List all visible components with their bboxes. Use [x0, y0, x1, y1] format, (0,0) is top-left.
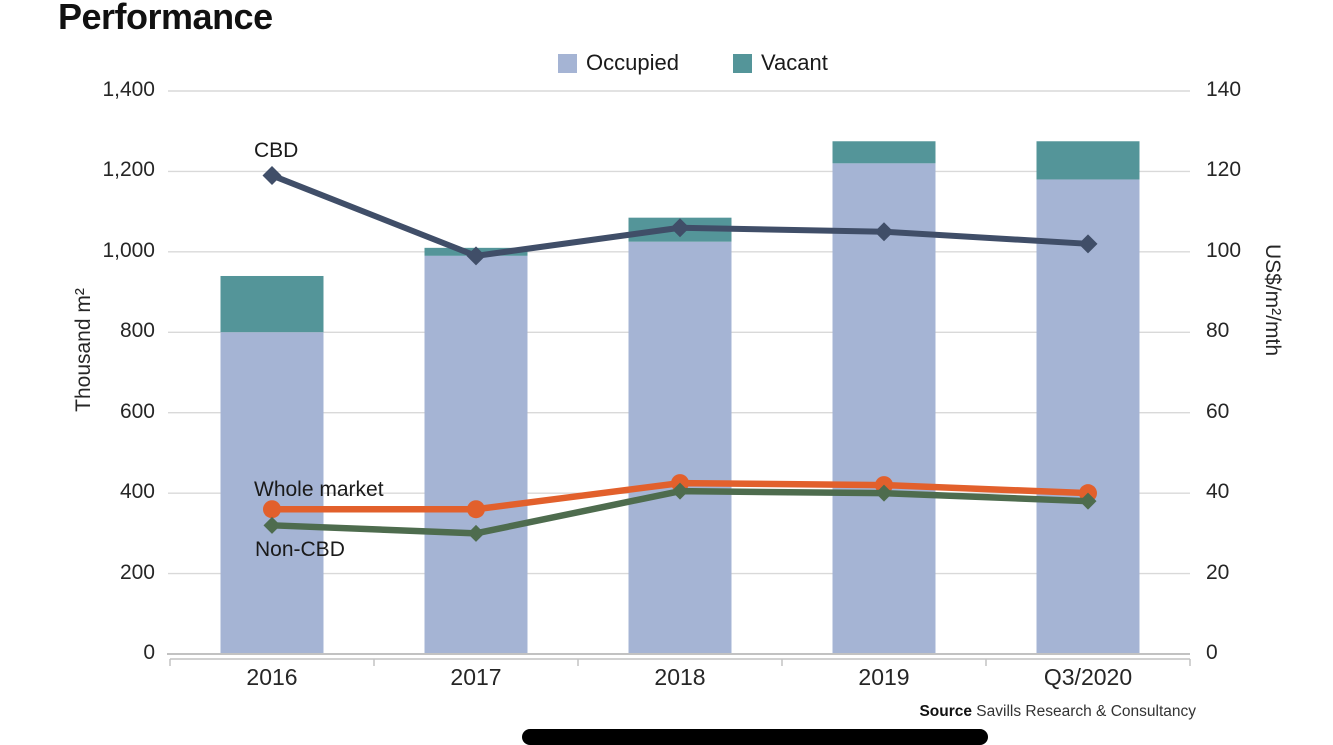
bar-vacant-2019 [832, 141, 936, 164]
marker-whole-market-2016 [263, 500, 281, 519]
marker-cbd-2017 [466, 246, 486, 266]
left-tick-1,000: 1,000 [102, 238, 155, 262]
left-axis-title: Thousand m² [72, 288, 95, 412]
left-tick-200: 200 [119, 560, 155, 584]
source-line: Source Savills Research & Consultancy [919, 703, 1196, 721]
x-label-2016: 2016 [246, 664, 298, 690]
x-label-2018: 2018 [654, 664, 706, 690]
legend-swatch-vacant-icon [732, 53, 752, 73]
left-tick-1,200: 1,200 [102, 158, 155, 182]
right-tick-60: 60 [1206, 399, 1230, 423]
legend-swatch-occupied-icon [558, 53, 577, 73]
legend-item-vacant: Vacant [732, 50, 828, 76]
bar-occupied-2019 [832, 163, 936, 654]
left-tick-800: 800 [119, 319, 155, 343]
bar-occupied-2017 [424, 255, 528, 654]
bar-occupied-q3-2020 [1036, 179, 1140, 654]
left-tick-400: 400 [119, 480, 155, 504]
right-tick-0: 0 [1206, 641, 1218, 664]
marker-cbd-2016 [262, 165, 282, 185]
annotation-whole-market: Whole market [254, 478, 384, 501]
legend-item-occupied: Occupied [558, 50, 679, 76]
bar-vacant-q3-2020 [1036, 141, 1140, 180]
x-label-q3-2020: Q3/2020 [1043, 664, 1133, 690]
right-tick-40: 40 [1206, 480, 1230, 504]
source-text: Savills Research & Consultancy [972, 703, 1196, 720]
left-tick-600: 600 [119, 399, 155, 423]
right-tick-120: 120 [1206, 158, 1242, 182]
right-tick-80: 80 [1206, 319, 1230, 343]
marker-whole-market-2017 [467, 500, 485, 519]
left-tick-0: 0 [143, 641, 155, 664]
bar-vacant-2016 [220, 275, 324, 333]
legend-label-vacant: Vacant [760, 50, 828, 75]
x-label-2019: 2019 [858, 664, 910, 690]
marker-cbd-2018 [670, 218, 690, 238]
source-label: Source [919, 703, 972, 720]
marker-non-cbd-2016 [263, 516, 281, 534]
chart-legend: Occupied Vacant [558, 50, 828, 76]
x-label-2017: 2017 [450, 664, 502, 690]
marker-non-cbd-2017 [467, 524, 485, 542]
bar-occupied-2018 [628, 241, 732, 654]
bottom-black-bar [522, 729, 988, 745]
bar-occupied-2016 [220, 332, 324, 654]
annotation-cbd: CBD [254, 139, 299, 162]
marker-non-cbd-2019 [875, 484, 893, 502]
marker-cbd-q3-2020 [1078, 234, 1098, 254]
legend-label-occupied: Occupied [586, 50, 679, 75]
right-tick-20: 20 [1206, 560, 1230, 584]
annotation-non-cbd: Non-CBD [255, 538, 345, 561]
right-tick-100: 100 [1206, 238, 1242, 262]
right-tick-140: 140 [1206, 78, 1242, 101]
marker-non-cbd-2018 [671, 482, 689, 500]
marker-non-cbd-q3-2020 [1079, 492, 1097, 510]
right-axis-title: US$/m²/mth [1261, 243, 1284, 357]
left-tick-1,400: 1,400 [102, 78, 155, 101]
chart-title: Performance [58, 0, 273, 37]
marker-cbd-2019 [874, 222, 894, 242]
